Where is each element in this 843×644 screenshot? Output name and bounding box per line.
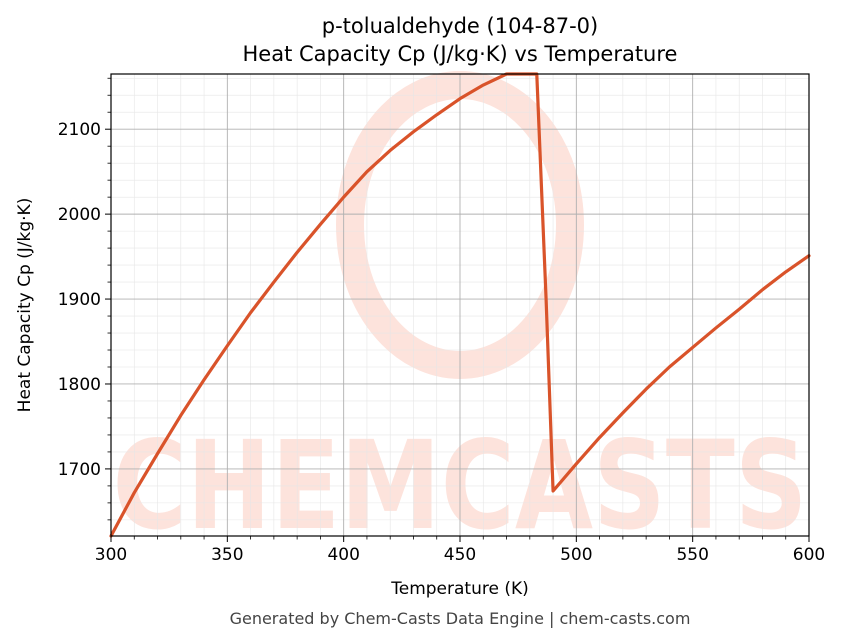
axis-ticks	[105, 77, 810, 542]
x-tick-label: 600	[793, 545, 825, 565]
y-tick-label: 1700	[58, 460, 101, 480]
x-tick-label: 450	[444, 545, 476, 565]
x-tick-labels: 300 350 400 450 500 550 600	[95, 545, 825, 565]
footer-credit: Generated by Chem-Casts Data Engine | ch…	[230, 609, 691, 628]
chart-title: p-tolualdehyde (104-87-0)	[322, 14, 598, 38]
y-tick-label: 2000	[58, 205, 101, 225]
x-tick-label: 550	[676, 545, 708, 565]
y-tick-label: 1800	[58, 375, 101, 395]
y-axis-label: Heat Capacity Cp (J/kg·K)	[15, 198, 35, 413]
y-tick-label: 1900	[58, 290, 101, 310]
series-layer	[109, 72, 811, 538]
x-tick-label: 350	[211, 545, 243, 565]
x-tick-label: 400	[327, 545, 359, 565]
x-axis-label: Temperature (K)	[390, 579, 529, 599]
y-tick-labels: 1700 1800 1900 2000 2100	[58, 120, 101, 480]
x-tick-label: 500	[560, 545, 592, 565]
x-tick-label: 300	[95, 545, 127, 565]
y-tick-label: 2100	[58, 120, 101, 140]
chart-subtitle: Heat Capacity Cp (J/kg·K) vs Temperature	[243, 42, 678, 66]
series-line	[109, 72, 811, 538]
